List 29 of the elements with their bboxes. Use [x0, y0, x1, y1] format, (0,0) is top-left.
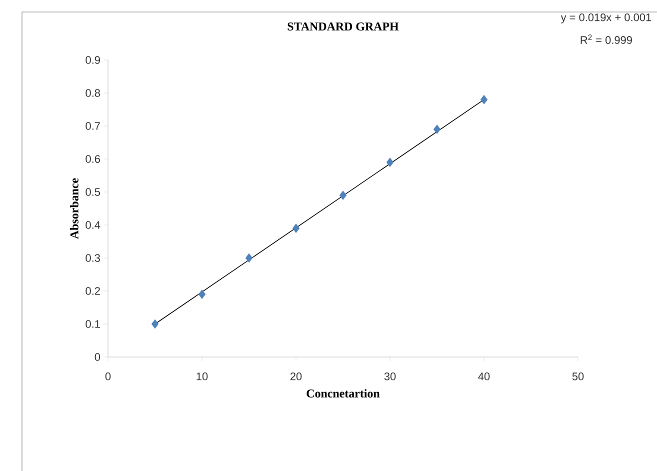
x-tick-label: 0 [105, 372, 111, 380]
point [480, 94, 488, 104]
x-tick-label: 20 [290, 372, 302, 380]
x-tick-label: 10 [196, 372, 208, 380]
y-tick-label: 0.6 [86, 155, 100, 163]
point [198, 290, 206, 299]
x-tick-label: 40 [478, 372, 490, 380]
point [386, 158, 394, 167]
x-tick-label: 50 [572, 372, 584, 380]
chart-title: STANDARD GRAPH [288, 22, 399, 31]
y-tick-label: 0.5 [86, 188, 100, 196]
y-tick-label: 0.3 [86, 254, 100, 262]
point [433, 124, 441, 134]
y-tick-label: 0 [94, 353, 100, 361]
y-tick-label: 0.2 [86, 287, 100, 295]
point [292, 224, 300, 233]
point [245, 253, 253, 263]
y-tick-label: 0.8 [86, 89, 100, 97]
text: R$^{2}$ = 0.999 [580, 34, 632, 44]
y-axis-title: Absorbance [70, 178, 78, 239]
y-tick-label: 0.7 [86, 122, 100, 130]
text: y = 0.019x + 0.001 [560, 13, 652, 24]
y-tick-label: 0.1 [86, 320, 100, 328]
point [151, 319, 159, 329]
point [339, 190, 347, 200]
x-tick-label: 30 [384, 372, 396, 380]
y-tick-label: 0.4 [86, 221, 100, 229]
x-axis-title: Concnetartion [306, 389, 380, 398]
y-tick-label: 0.9 [86, 56, 100, 64]
